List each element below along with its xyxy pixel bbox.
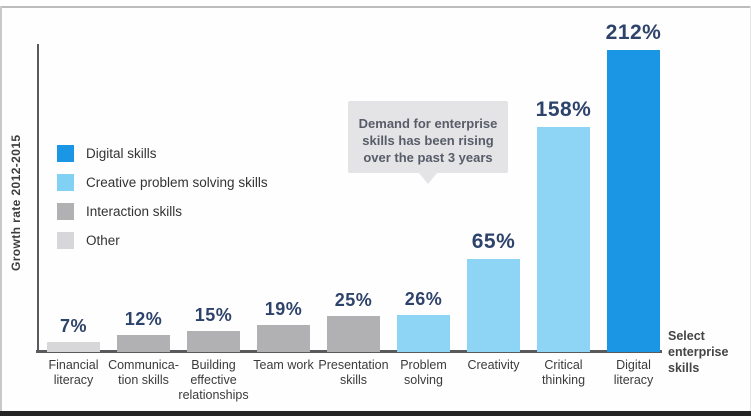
category-label-creativity: Creativity [467, 358, 520, 372]
y-axis-line [37, 44, 39, 351]
category-label-digital-literacy: Digital literacy [613, 358, 654, 387]
legend-label: Creative problem solving skills [86, 175, 268, 190]
value-label-presentation-skills: 25% [334, 290, 373, 310]
bar-digital-literacy [607, 50, 660, 352]
category-label-building-effective-relationships: Building effective relationships [178, 358, 249, 402]
legend-label: Digital skills [86, 146, 157, 161]
category-label-financial-literacy: Financial literacy [48, 358, 99, 387]
digital-skills-swatch-icon [57, 145, 74, 162]
side-note: Select enterprise skills [668, 329, 729, 375]
legend-label: Other [86, 233, 120, 248]
legend-item-digital-skills: Digital skills [57, 145, 268, 162]
legend-item-other: Other [57, 232, 268, 249]
value-label-critical-thinking: 158% [535, 98, 592, 121]
creative-skills-swatch-icon [57, 174, 74, 191]
category-label-problem-solving: Problem solving [400, 358, 447, 387]
bar-financial-literacy [47, 342, 100, 352]
value-label-financial-literacy: 7% [59, 316, 87, 336]
bar-critical-thinking [537, 127, 590, 352]
frame-top-border [0, 6, 751, 8]
value-label-building-effective-relationships: 15% [194, 305, 233, 325]
value-label-communication-skills: 12% [124, 309, 163, 329]
bar-team-work [257, 325, 310, 352]
bar-building-effective-relationships [187, 331, 240, 352]
legend: Digital skills Creative problem solving … [57, 145, 268, 261]
value-label-team-work: 19% [264, 299, 303, 319]
annotation-callout: Demand for enterprise skills has been ri… [348, 101, 508, 184]
frame-bottom-border [0, 411, 751, 416]
legend-item-interaction-skills: Interaction skills [57, 203, 268, 220]
category-label-critical-thinking: Critical thinking [541, 358, 586, 387]
legend-item-creative-problem-solving-skills: Creative problem solving skills [57, 174, 268, 191]
value-label-problem-solving: 26% [404, 289, 443, 309]
interaction-skills-swatch-icon [57, 203, 74, 220]
category-label-communication-skills: Communica- tion skills [108, 358, 179, 387]
legend-label: Interaction skills [86, 204, 183, 219]
bar-creativity [467, 259, 520, 352]
category-label-team-work: Team work [253, 358, 314, 372]
bar-presentation-skills [327, 316, 380, 352]
value-label-digital-literacy: 212% [605, 21, 662, 44]
value-label-creativity: 65% [471, 230, 516, 253]
bar-communication-skills [117, 335, 170, 352]
category-label-presentation-skills: Presentation skills [318, 358, 389, 387]
bar-problem-solving [397, 315, 450, 352]
frame-left-border [0, 6, 2, 412]
other-swatch-icon [57, 232, 74, 249]
